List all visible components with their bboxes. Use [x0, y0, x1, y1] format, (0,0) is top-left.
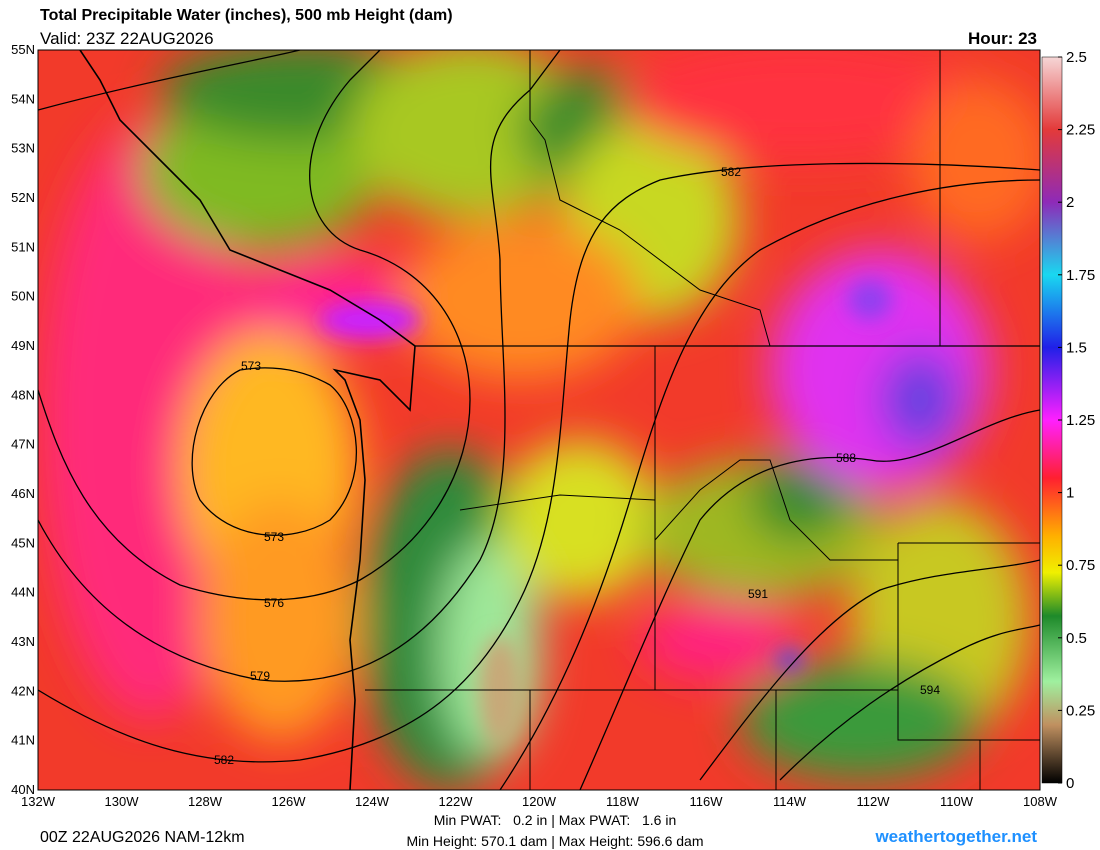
- valid-time: Valid: 23Z 22AUG2026: [40, 29, 214, 48]
- height-range: Min Height: 570.1 dam | Max Height: 596.…: [406, 833, 703, 849]
- contour-line: [38, 50, 561, 682]
- lat-label: 46N: [11, 486, 35, 501]
- colorbar-label: 2.25: [1066, 122, 1095, 139]
- colorbar-label: 2: [1066, 194, 1074, 211]
- lon-label: 120W: [522, 794, 557, 809]
- colorbar-label: 0.5: [1066, 630, 1087, 647]
- forecast-hour: Hour: 23: [968, 29, 1037, 48]
- lon-label: 130W: [105, 794, 140, 809]
- lat-label: 55N: [11, 42, 35, 57]
- site-credit: weathertogether.net: [874, 827, 1037, 846]
- colorbar-label: 0.25: [1066, 702, 1095, 719]
- lat-label: 47N: [11, 437, 35, 452]
- contour-line: [499, 179, 1040, 790]
- border-line: [459, 346, 656, 690]
- lon-label: 112W: [857, 794, 891, 809]
- lat-label: 40N: [11, 782, 35, 797]
- contour-label: 591: [748, 587, 768, 601]
- colorbar-label: 0: [1066, 775, 1074, 792]
- contour-label: 576: [264, 596, 284, 610]
- contour-label: 594: [920, 683, 940, 697]
- contour-line: [779, 624, 1040, 781]
- colorbar-label: 1.25: [1066, 412, 1095, 429]
- map-frame: [37, 49, 1041, 791]
- lat-label: 43N: [11, 634, 35, 649]
- colorbar-label: 2.5: [1066, 49, 1087, 66]
- lon-label: 124W: [355, 794, 390, 809]
- height-contours: [38, 50, 1040, 790]
- contour-label: 579: [250, 669, 270, 683]
- colorbar-label: 1.75: [1066, 267, 1095, 284]
- lat-label: 51N: [11, 239, 35, 254]
- lat-label: 50N: [11, 289, 35, 304]
- contour-label: 588: [836, 451, 856, 465]
- lat-label: 45N: [11, 535, 35, 550]
- colorbar-label: 1.5: [1066, 339, 1087, 356]
- lon-label: 116W: [690, 794, 724, 809]
- contour-line: [579, 409, 1040, 790]
- lon-label: 114W: [773, 794, 807, 809]
- lon-label: 128W: [188, 794, 223, 809]
- contour-label: 582: [214, 753, 234, 767]
- coastline: [79, 50, 416, 790]
- contour-line: [38, 50, 301, 111]
- contour-label: 573: [264, 530, 284, 544]
- lon-label: 126W: [272, 794, 307, 809]
- lat-label: 54N: [11, 91, 35, 106]
- map-title: Total Precipitable Water (inches), 500 m…: [40, 7, 453, 24]
- lon-label: 132W: [21, 794, 56, 809]
- lat-label: 44N: [11, 585, 35, 600]
- lon-label: 122W: [439, 794, 474, 809]
- contour-line: [38, 162, 1040, 763]
- contour-label: 582: [721, 165, 741, 179]
- lat-label: 52N: [11, 190, 35, 205]
- lat-label: 48N: [11, 387, 35, 402]
- lon-label: 110W: [940, 794, 974, 809]
- pwat-range: Min PWAT: 0.2 in | Max PWAT: 1.6 in: [434, 812, 676, 828]
- contour-line: [191, 367, 358, 536]
- contour-label: 573: [241, 359, 261, 373]
- contour-line: [699, 559, 1040, 781]
- border-line: [529, 50, 771, 347]
- labels: Total Precipitable Water (inches), 500 m…: [11, 7, 1095, 849]
- colorbar-label: 0.75: [1066, 557, 1095, 574]
- lat-label: 49N: [11, 338, 35, 353]
- lon-label: 118W: [606, 794, 640, 809]
- lat-label: 42N: [11, 683, 35, 698]
- model-run: 00Z 22AUG2026 NAM-12km: [40, 829, 245, 846]
- lat-label: 53N: [11, 141, 35, 156]
- colorbar-label: 1: [1066, 485, 1074, 502]
- lon-label: 108W: [1023, 794, 1058, 809]
- border-line: [654, 459, 898, 561]
- lat-label: 41N: [11, 733, 35, 748]
- border-line: [897, 542, 1040, 741]
- contour-line: [38, 50, 471, 601]
